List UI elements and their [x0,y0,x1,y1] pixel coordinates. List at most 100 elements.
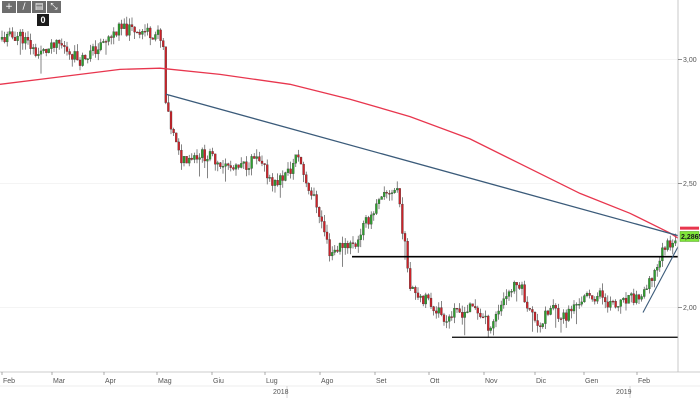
candle-body [65,46,69,52]
y-axis-panel [678,0,700,400]
candle-body [606,301,609,308]
candle-body [422,295,425,305]
candle-body [284,172,287,181]
candle-body [617,306,620,308]
candle-body [624,297,628,304]
candle-body [167,102,170,112]
candle-body [383,192,386,197]
candle-body [328,239,331,257]
candle-body [419,295,422,298]
draw-line-icon[interactable]: / [17,1,31,13]
candle-body [294,154,297,164]
candle-body [653,270,656,281]
candle-body [432,306,435,312]
candle-body [260,160,264,164]
x-year-label: 2018 [273,389,289,396]
candle-body [240,163,243,168]
candle-body [505,296,508,299]
candle-body [159,29,162,41]
candle-body [104,41,108,43]
candle-body [34,47,37,56]
moving-average-line [0,67,679,239]
candle-body [117,23,121,36]
candle-body [26,37,30,41]
candle-body [580,301,583,305]
candle-body [185,156,188,164]
candle-body [479,312,482,318]
candle-body [286,168,290,173]
candle-body [81,54,84,66]
candle-body [409,268,412,289]
candle-body [440,307,443,315]
candle-body [666,240,669,250]
expand-icon[interactable]: ⤡ [47,1,61,13]
candle-body [229,165,232,168]
candle-body [661,247,664,262]
x-tick-label: Ott [430,378,439,385]
candle-body [367,217,370,225]
chart-type-icon[interactable]: ▤ [32,1,46,13]
candle-body [11,31,14,38]
candle-body [156,29,160,35]
candle-body [55,39,58,48]
candle-body [112,31,115,38]
candle-body [632,293,635,303]
candle-body [466,311,469,313]
candle-body [658,260,661,268]
candle-body [570,308,573,312]
candle-body [180,150,183,164]
candle-body [162,40,165,47]
candle-body [6,33,9,43]
candle-body [554,305,557,309]
candle-body [364,217,368,224]
x-tick-label: Feb [638,378,650,385]
candle-body [598,290,602,297]
x-tick-label: Gen [585,378,598,385]
candle-body [635,294,638,303]
candle-body [637,294,641,300]
x-tick-label: Dic [536,378,547,385]
candle-body [388,193,391,195]
candle-body [315,194,318,208]
candle-body [63,45,66,47]
candle-body [585,293,589,297]
candle-body [29,40,32,49]
candle-body [143,31,147,33]
candle-body [97,49,100,55]
candle-body [39,50,43,55]
candle-body [448,316,451,322]
zoom-in-icon[interactable]: + [2,1,16,13]
candle-body [437,307,440,314]
candle-body [323,221,326,233]
candle-body [643,289,646,297]
candle-body [292,163,295,174]
candle-body [133,26,136,33]
candle-body [377,199,381,204]
candle-body [622,297,625,301]
candle-body [588,293,591,296]
candle-body [541,323,544,327]
candle-body [279,175,282,186]
candle-body [297,154,300,158]
candle-body [154,34,157,40]
candle-body [630,293,633,296]
current-price-label: 2,2865 [681,234,700,241]
candle-body [435,310,438,314]
candle-body [510,291,513,293]
candle-body [141,31,144,35]
candle-body [583,295,586,303]
candle-body [562,312,565,319]
candle-body [674,240,677,244]
candle-body [526,301,529,309]
candle-body [601,290,604,298]
candle-body [494,313,498,322]
gridlines [0,59,678,308]
candle-body [518,284,521,289]
x-tick-label: Mar [53,378,66,385]
candle-body [289,168,292,174]
candle-body [344,243,347,248]
candle-body [201,149,204,158]
uptrend-line [642,242,681,313]
candle-body [193,155,196,160]
